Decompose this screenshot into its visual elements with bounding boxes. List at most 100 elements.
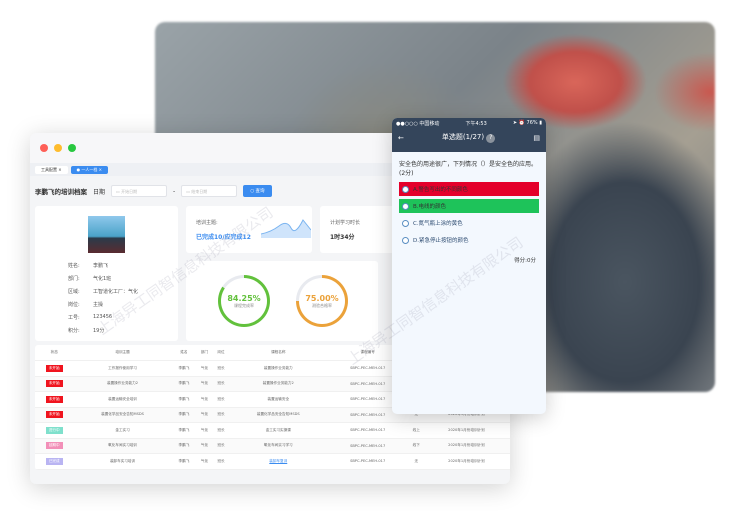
- topic-label: 培训主题:: [196, 220, 218, 226]
- question-text: 安全色的用途很广，下列情况（）是安全色的应用。(2分): [399, 161, 538, 177]
- column-header[interactable]: 姓名: [171, 345, 197, 361]
- radio-icon: [402, 219, 409, 227]
- table-cell: 2020年1月份培训计划: [424, 422, 509, 439]
- table-cell: SBPC-PEC-MEH-017: [327, 407, 409, 423]
- minimize-dot[interactable]: [54, 144, 62, 152]
- table-cell: 班长: [212, 453, 230, 470]
- table-cell: 无: [408, 453, 425, 470]
- tab-label: 工具配置: [41, 166, 57, 172]
- column-header[interactable]: 课程编号: [327, 345, 409, 361]
- table-cell: 装置化学品安全告知MSDS: [73, 407, 172, 423]
- topic-card: 培训主题: 已完成10/应完成12: [186, 206, 312, 253]
- table-cell: 工作报作使用学习: [73, 360, 172, 377]
- table-cell: 金工实习实操课: [229, 422, 328, 439]
- column-header[interactable]: 岗位: [212, 345, 230, 361]
- tab-tool-config[interactable]: 工具配置 ×: [35, 165, 68, 174]
- help-icon[interactable]: ?: [486, 134, 496, 143]
- table-cell: SBPC-PEC-MEH-017: [327, 376, 409, 392]
- profile-field: 岗位: 主操: [68, 301, 138, 308]
- answer-sheet-icon[interactable]: ▤: [533, 133, 540, 142]
- table-cell: 课程: [508, 438, 510, 454]
- rate-ring: 84.25% 课程完成率: [218, 275, 270, 327]
- table-cell: 装置操作业务能力2: [229, 376, 328, 392]
- table-cell: 李鹏飞: [171, 360, 197, 377]
- answer-option[interactable]: B.电线的颜色: [399, 199, 539, 213]
- table-cell: 装置运输安全: [229, 391, 328, 408]
- table-cell: 班长: [212, 360, 230, 377]
- table-cell: 班长: [212, 422, 230, 439]
- tab-profile[interactable]: ● 一人一档 ×: [70, 165, 109, 174]
- radio-icon: [402, 236, 409, 244]
- answer-option[interactable]: D.紧急停止按钮的颜色: [399, 233, 539, 247]
- battery: ➤ ⏰ 76% ▮: [512, 120, 542, 126]
- radio-icon: [402, 185, 409, 193]
- table-cell: 气化: [196, 453, 213, 470]
- table-cell: 金工实习: [73, 422, 172, 439]
- option-text: C.氮气瓶上涂的黄色: [413, 221, 463, 227]
- query-button[interactable]: ○ 查询: [243, 185, 272, 197]
- status-badge: 未开始: [45, 411, 63, 419]
- column-header[interactable]: 培训主题: [73, 345, 172, 361]
- table-row[interactable]: 延期中 氧化车间实习培训 李鹏飞 气化 班长 氧化车间实习学习 SBPC-PEC-MEH-0…: [35, 438, 510, 454]
- table-cell: 2020年1月份培训计划: [424, 453, 509, 470]
- column-header[interactable]: 状态: [35, 345, 74, 361]
- table-cell: 气化: [196, 360, 213, 377]
- tab-label: 一人一档: [81, 166, 98, 172]
- table-cell: 李鹏飞: [171, 453, 197, 470]
- profile-field: 部门: 气化1班: [68, 275, 138, 282]
- table-cell: 装卸车实习培训: [73, 453, 172, 470]
- table-cell: 李鹏飞: [171, 407, 197, 423]
- sparkline: [261, 219, 311, 238]
- table-cell: 装置操作业务能力: [229, 360, 328, 377]
- rate-value: 84.25%: [227, 293, 261, 303]
- field-value: 气化1班: [93, 276, 112, 282]
- table-cell: 氧化车间实习培训: [73, 438, 172, 454]
- back-arrow-icon[interactable]: ←: [398, 133, 404, 142]
- table-row[interactable]: 进行中 金工实习 李鹏飞 气化 班长 金工实习实操课 SBPC-PEC-MEH-017 线上 2…: [35, 422, 510, 439]
- profile-field: 姓名: 李鹏飞: [68, 262, 138, 269]
- status-badge: 未开始: [45, 380, 63, 388]
- field-label: 岗位:: [68, 302, 80, 308]
- profile-card: 姓名: 李鹏飞 部门: 气化1班 区域: 工智道化工厂：气化 岗位: 主操 工号: 123456 积…: [35, 206, 178, 341]
- table-cell: 气化: [196, 422, 213, 439]
- table-cell: 课程: [508, 422, 510, 439]
- rate-ring: 75.00% 测验合格率: [296, 275, 348, 327]
- topic-value: 已完成10/应完成12: [196, 234, 251, 241]
- table-cell: 线上: [408, 422, 425, 439]
- answer-option[interactable]: A.警告写出的不同颜色: [399, 182, 539, 196]
- field-label: 部门:: [68, 276, 80, 282]
- status-badge: 进行中: [45, 426, 63, 434]
- table-cell: 氧化车间实习学习: [229, 438, 328, 454]
- column-header[interactable]: 部门: [196, 345, 213, 361]
- maximize-dot[interactable]: [68, 144, 76, 152]
- option-text: B.电线的颜色: [413, 204, 447, 210]
- table-row[interactable]: 已完成 装卸车实习培训 李鹏飞 气化 班长 装卸车复训 SBPC-PEC-MEH-017 无 2…: [35, 453, 510, 470]
- field-value: 李鹏飞: [93, 263, 109, 269]
- answer-option[interactable]: C.氮气瓶上涂的黄色: [399, 216, 539, 230]
- table-cell: 查看: [508, 407, 510, 423]
- table-cell: 课程: [508, 453, 510, 470]
- status-badge: 未开始: [45, 364, 63, 372]
- end-date-input[interactable]: ▭ 结束日期: [181, 185, 238, 197]
- table-cell: 班长: [212, 391, 230, 408]
- start-date-input[interactable]: ▭ 开始日期: [111, 185, 168, 197]
- plan-value: 1时34分: [330, 234, 355, 241]
- field-value: 主操: [93, 302, 104, 308]
- radio-icon: [402, 202, 409, 210]
- table-cell: 线下: [408, 438, 425, 454]
- table-cell: 班长: [212, 438, 230, 454]
- column-header[interactable]: 课程名称: [229, 345, 328, 361]
- table-cell: 装卸车复训: [229, 453, 328, 470]
- table-cell: 班长: [212, 376, 230, 392]
- table-cell: 2020年1月份培训计划: [424, 438, 509, 454]
- table-cell: SBPC-PEC-MEH-017: [327, 438, 409, 454]
- clock: 下午4:53: [465, 121, 487, 127]
- table-cell: 李鹏飞: [171, 376, 197, 392]
- field-label: 积分:: [68, 328, 80, 334]
- carrier: ●●○○○ 中国移动: [396, 121, 440, 127]
- close-dot[interactable]: [40, 144, 48, 152]
- battery-level: 76%: [526, 120, 538, 126]
- profile-field: 工号: 123456: [68, 314, 138, 321]
- placeholder: 开始日期: [121, 189, 138, 194]
- table-cell: 李鹏飞: [171, 422, 197, 439]
